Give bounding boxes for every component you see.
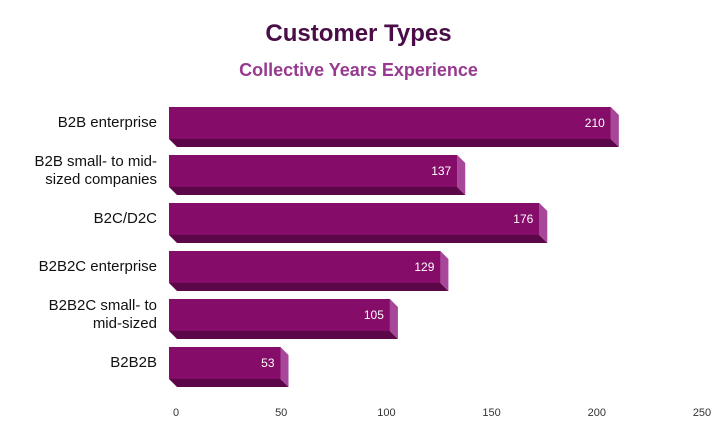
bar-side-face [440, 251, 449, 291]
bar-side-face [280, 347, 289, 387]
category-label: B2B2C small- to mid-sized [48, 297, 157, 332]
chart-subtitle: Collective Years Experience [239, 60, 478, 80]
bar [169, 155, 458, 187]
category-label: B2B2C enterprise [38, 258, 157, 275]
bar [169, 299, 390, 331]
bar-bottom-face [169, 139, 619, 147]
bar [169, 347, 281, 379]
bar-side-face [610, 107, 619, 147]
bar-bottom-face [169, 187, 466, 195]
bar-side-face [539, 203, 548, 243]
x-tick-label: 100 [377, 407, 395, 419]
category-label: B2B2B [110, 354, 157, 371]
x-tick-label: 150 [482, 407, 500, 419]
chart-title: Customer Types [265, 20, 452, 47]
bar-value-label: 129 [414, 260, 434, 274]
category-label: B2B small- to mid-sized companies [34, 153, 157, 188]
bar-bottom-face [169, 283, 449, 291]
bar [169, 251, 441, 283]
x-tick-label: 0 [173, 407, 179, 419]
bar-bottom-face [169, 331, 398, 339]
category-label: B2B enterprise [57, 114, 157, 131]
category-label: B2C/D2C [93, 210, 157, 227]
bar-side-face [457, 155, 466, 195]
bar-bottom-face [169, 379, 289, 387]
bar [169, 107, 611, 139]
bar-value-label: 137 [431, 164, 451, 178]
bar-value-label: 176 [513, 212, 533, 226]
bar [169, 203, 540, 235]
bar-value-label: 105 [364, 308, 384, 322]
x-tick-label: 250 [693, 407, 711, 419]
bar-side-face [389, 299, 398, 339]
bar-bottom-face [169, 235, 548, 243]
x-tick-label: 200 [588, 407, 606, 419]
bar-value-label: 53 [261, 356, 275, 370]
bar-value-label: 210 [585, 116, 605, 130]
x-tick-label: 50 [275, 407, 287, 419]
